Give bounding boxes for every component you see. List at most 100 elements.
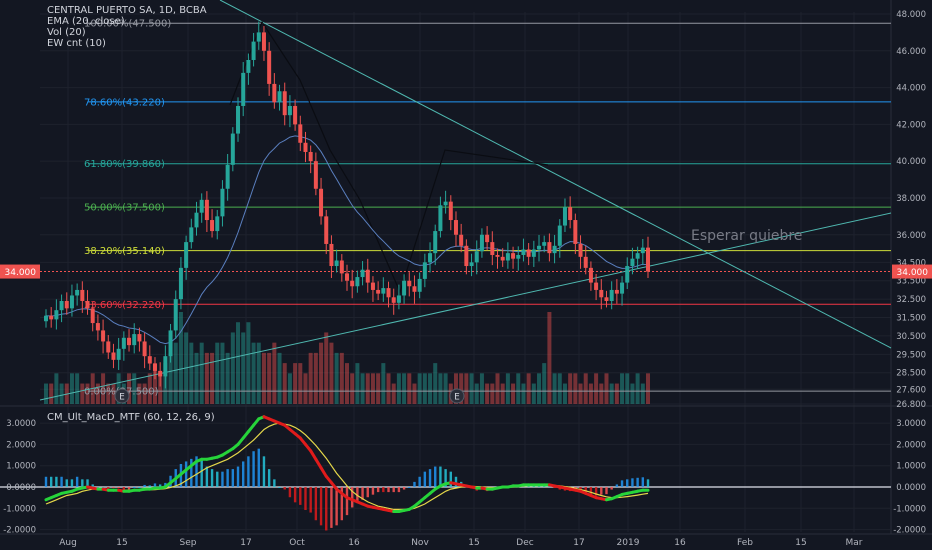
candle [236, 97, 241, 142]
macd-histogram-bar [299, 487, 302, 505]
volume-bar [267, 352, 272, 404]
macd-histogram-bar [75, 476, 79, 487]
volume-bar [261, 352, 266, 404]
volume-bar [459, 373, 464, 404]
candle [127, 329, 132, 352]
price-tick-label: 32.500 [896, 295, 926, 305]
volume-bar [630, 383, 635, 404]
candle-body [319, 188, 324, 217]
candle [313, 152, 318, 196]
candle [537, 234, 542, 262]
candle [474, 240, 479, 275]
fib-level-label: 100.00%(47.500) [84, 19, 171, 30]
macd-histogram-bar [221, 471, 224, 487]
volume-bar [194, 352, 199, 404]
price-tick-label: 33.500 [896, 277, 926, 287]
time-tick-label: Dec [516, 538, 533, 548]
macd-histogram-bar [408, 487, 411, 488]
volume-bar [101, 373, 106, 404]
volume-bar [552, 373, 557, 404]
volume-bar [236, 322, 241, 404]
macd-tick-label: 2.0000 [6, 440, 36, 450]
candle [319, 177, 324, 225]
candle [121, 331, 126, 361]
candle-body [225, 164, 230, 189]
ew-legend[interactable]: EW cnt (10) [47, 38, 106, 49]
candle [568, 196, 573, 229]
candle [95, 314, 100, 341]
candle-body [573, 220, 578, 244]
volume-bar [256, 342, 261, 404]
candle [272, 73, 277, 109]
macd-histogram-bar [205, 466, 209, 487]
volume-bar [246, 322, 251, 404]
time-tick-label: 17 [240, 538, 251, 548]
macd-histogram-bar [615, 484, 619, 487]
candle-body [59, 300, 64, 311]
volume-bar [303, 373, 308, 404]
macd-histogram-bar [330, 487, 333, 528]
vol-legend[interactable]: Vol (20) [47, 27, 86, 38]
candle-body [355, 277, 360, 287]
candle [386, 281, 391, 308]
candle [101, 319, 106, 354]
macd-histogram-bar [127, 487, 131, 490]
macd-histogram-bar [44, 476, 48, 487]
time-tick-label: Aug [59, 538, 77, 548]
time-tick-label: Sep [180, 538, 197, 548]
candle [64, 292, 69, 315]
macd-tick-label: 0.0000 [896, 483, 926, 493]
candle-body [433, 231, 438, 254]
macd-histogram-bar [356, 487, 359, 503]
volume-bar [604, 373, 609, 404]
macd-histogram-bar [195, 456, 198, 487]
candle-body [111, 352, 116, 360]
candle-body [85, 300, 90, 309]
candle [495, 248, 500, 269]
macd-histogram-bar [387, 487, 390, 493]
macd-tick-label: 3.0000 [896, 419, 926, 429]
macd-histogram-bar [133, 487, 136, 488]
macd-histogram-bar [636, 477, 639, 487]
candle-body [443, 201, 448, 206]
symbol-title[interactable]: CENTRAL PUERTO SA, 1D, BCBA [47, 5, 207, 16]
volume-bar [199, 342, 204, 404]
volume-bar [573, 373, 578, 404]
volume-bar [443, 373, 448, 404]
candle [132, 323, 137, 354]
volume-bar [277, 352, 282, 404]
macd-histogram-bar [646, 479, 650, 487]
candle-body [521, 249, 526, 255]
indicator-title[interactable]: CM_Ult_MacD_MTF (60, 12, 26, 9) [47, 412, 215, 423]
candle-body [495, 254, 500, 257]
candle-body [64, 300, 69, 309]
volume-bar [106, 383, 111, 404]
candle-body [132, 334, 137, 346]
candle [152, 357, 157, 380]
macd-histogram-bar [101, 487, 105, 488]
macd-histogram-bar [335, 487, 338, 526]
volume-bar [531, 383, 536, 404]
volume-bar [599, 383, 604, 404]
candle [261, 25, 266, 61]
volume-bar [152, 363, 157, 404]
macd-histogram-bar [600, 487, 603, 495]
candle-body [620, 282, 625, 294]
candle-body [391, 297, 396, 303]
candle-body [464, 245, 469, 267]
candle [433, 224, 438, 266]
volume-bar [376, 373, 381, 404]
macd-histogram-bar [184, 461, 188, 487]
candle [282, 82, 287, 126]
time-tick-label: Oct [289, 538, 305, 548]
macd-histogram-bar [439, 466, 442, 487]
volume-bar [365, 373, 370, 404]
ema-legend[interactable]: EMA (20, close) [47, 16, 125, 27]
candle-body [630, 258, 635, 267]
volume-bar [474, 383, 479, 404]
macd-histogram-bar [325, 487, 328, 531]
candle-body [376, 289, 381, 294]
candle [287, 95, 292, 128]
